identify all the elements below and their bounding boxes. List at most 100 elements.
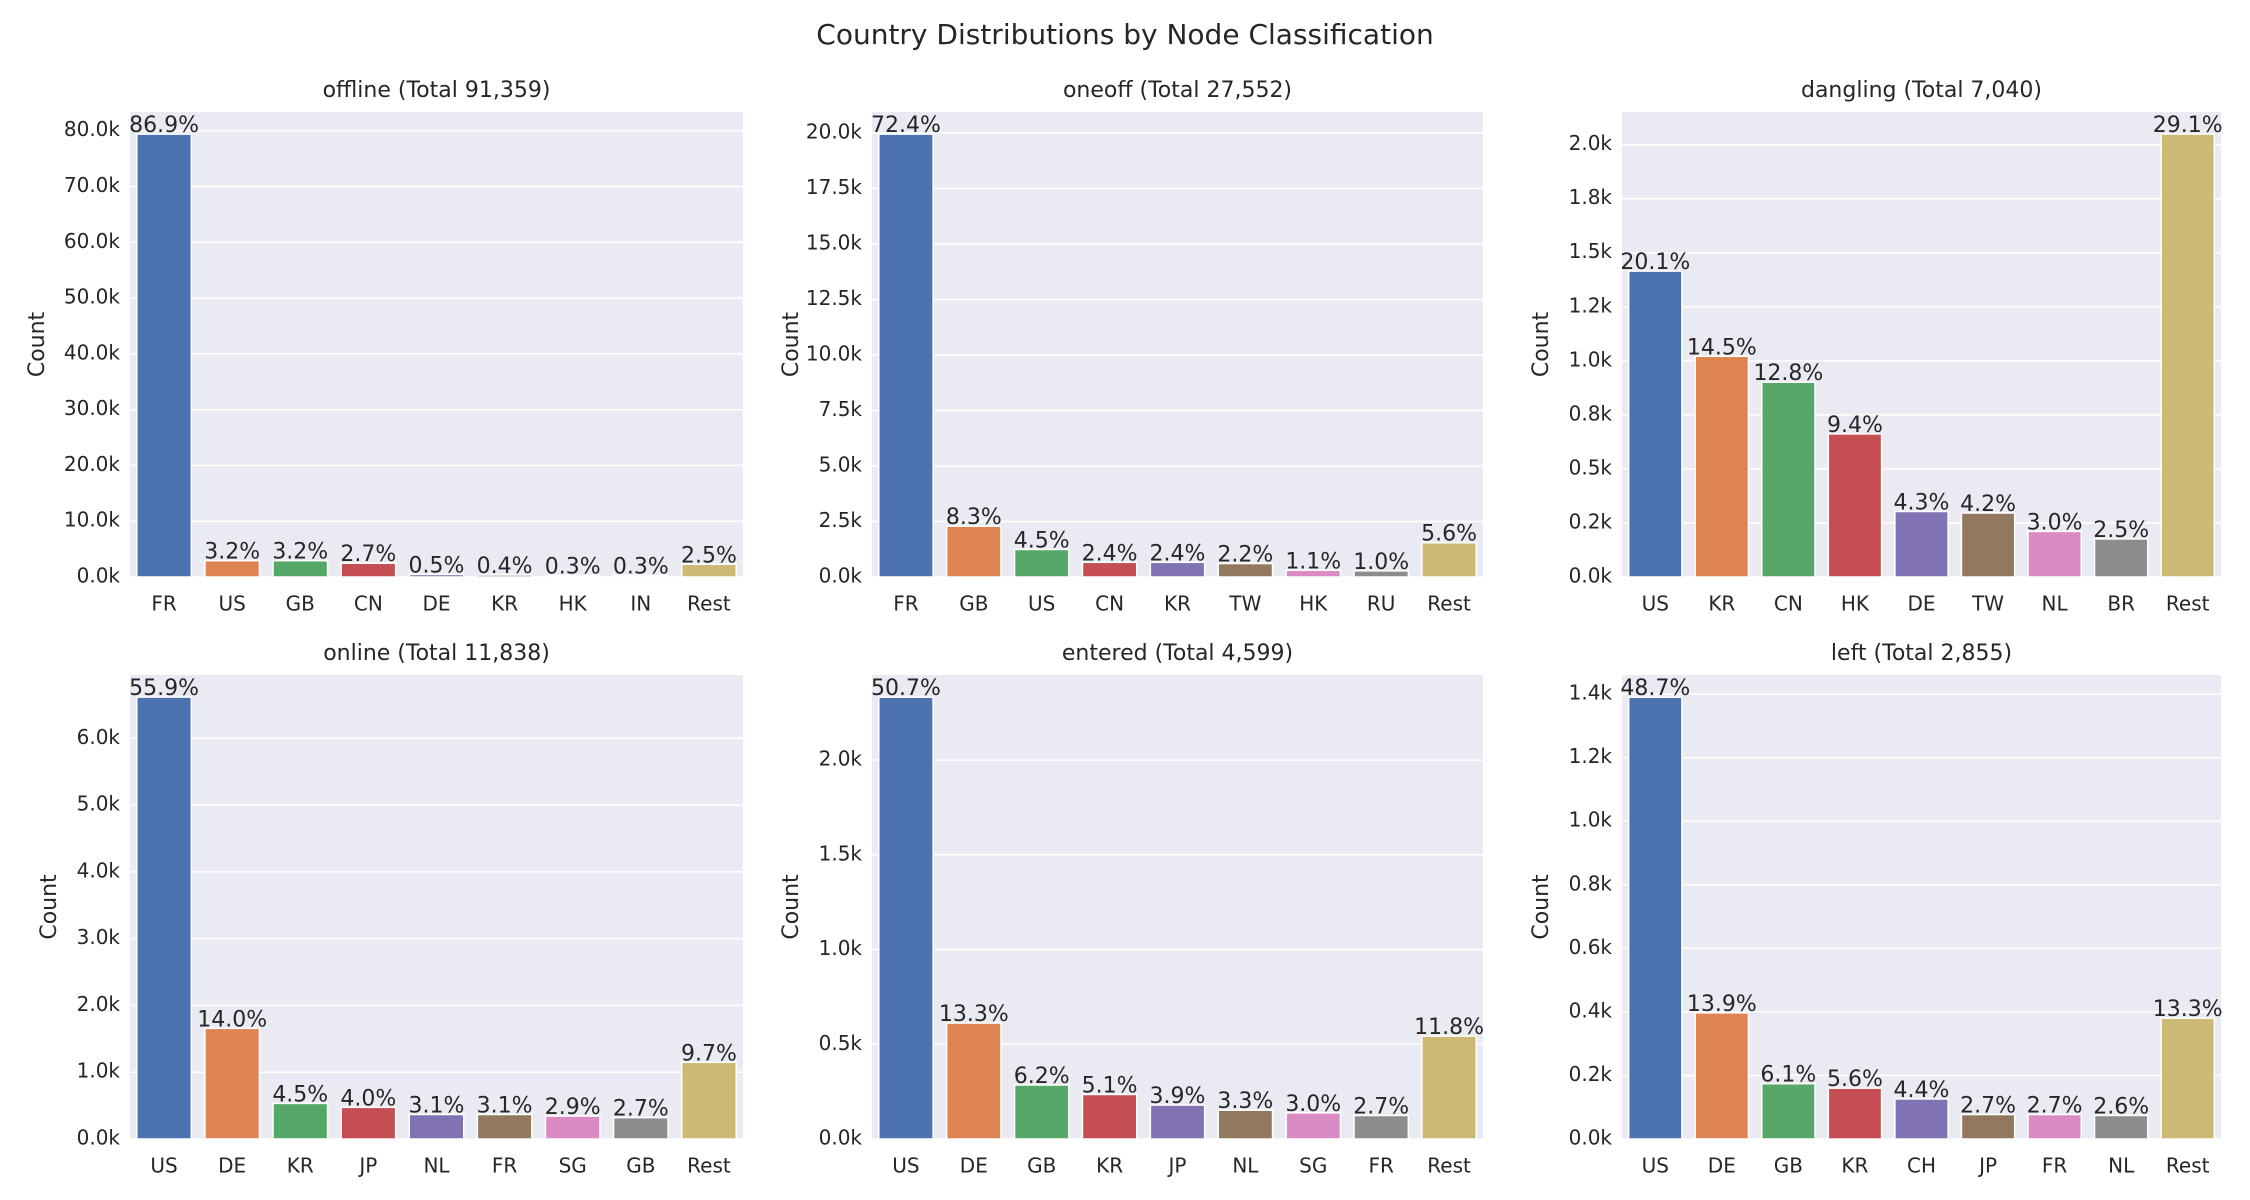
bar <box>1627 270 1683 578</box>
y-tick-label: 17.5k <box>806 175 863 199</box>
y-tick-label: 4.0k <box>77 858 121 882</box>
y-tick-label: 80.0k <box>64 117 121 141</box>
y-tick-label: 7.5k <box>819 397 863 421</box>
y-tick-label: 1.2k <box>1569 744 1613 768</box>
x-tick-label: CN <box>1774 592 1803 616</box>
bar-label: 1.0% <box>1353 550 1409 575</box>
bar <box>1894 1098 1949 1140</box>
bar <box>340 562 397 578</box>
bar <box>2160 1017 2216 1140</box>
bar-label: 2.5% <box>681 543 737 568</box>
x-tick-label: TW <box>1971 592 2004 616</box>
bar-label: 2.9% <box>545 1095 601 1120</box>
y-tick-label: 1.5k <box>819 841 863 865</box>
y-tick-label: 1.0k <box>819 936 863 960</box>
bar <box>1013 1084 1070 1140</box>
bar <box>544 1115 601 1140</box>
subplot-title: online (Total 11,838) <box>323 641 550 666</box>
bar <box>136 133 193 578</box>
bar-label: 3.1% <box>477 1093 533 1118</box>
bar-label: 11.8% <box>1414 1015 1484 1040</box>
x-tick-label: NL <box>2108 1154 2135 1178</box>
bar-label: 86.9% <box>129 113 199 138</box>
y-tick-label: 60.0k <box>64 229 121 253</box>
y-tick-label: 0.0k <box>819 564 863 588</box>
bar <box>1353 1114 1410 1140</box>
y-tick-label: 70.0k <box>64 173 121 197</box>
bar <box>1761 381 1816 578</box>
bar-label: 0.3% <box>613 554 669 579</box>
subplot-title: dangling (Total 7,040) <box>1801 78 2042 103</box>
x-tick-label: DE <box>1907 592 1935 616</box>
x-tick-label: NL <box>423 1154 450 1178</box>
bar-label: 5.1% <box>1082 1073 1138 1098</box>
bar-label: 6.2% <box>1014 1064 1070 1089</box>
y-tick-label: 1.0k <box>77 1059 121 1083</box>
x-tick-label: US <box>1642 592 1669 616</box>
bar-label: 9.7% <box>681 1041 737 1066</box>
bar <box>945 1022 1002 1140</box>
x-tick-label: KR <box>1841 1154 1868 1178</box>
x-tick-label: US <box>150 1154 177 1178</box>
subplot-title: oneoff (Total 27,552) <box>1063 78 1292 103</box>
x-tick-label: KR <box>287 1154 314 1178</box>
bar-label: 2.6% <box>2093 1094 2149 1119</box>
x-tick-label: Rest <box>687 592 731 616</box>
y-axis-label: Count <box>779 311 804 377</box>
y-tick-label: 5.0k <box>819 452 863 476</box>
bar <box>2093 1114 2149 1140</box>
bar <box>1217 562 1274 578</box>
bar-label: 2.4% <box>1150 541 1206 566</box>
x-tick-label: US <box>1028 592 1055 616</box>
bar-label: 0.4% <box>477 554 533 579</box>
x-tick-label: Rest <box>1427 1154 1471 1178</box>
bar <box>1627 696 1683 1140</box>
y-axis-label: Count <box>37 874 62 940</box>
y-tick-label: 2.0k <box>819 747 863 771</box>
bar <box>1081 561 1138 578</box>
bar <box>945 525 1002 578</box>
x-tick-label: KR <box>1708 592 1735 616</box>
x-tick-label: NL <box>1232 1154 1259 1178</box>
x-tick-label: SG <box>559 1154 587 1178</box>
subplot-title: offline (Total 91,359) <box>323 78 551 103</box>
x-tick-label: JP <box>357 1154 377 1178</box>
x-tick-label: Rest <box>2166 1154 2210 1178</box>
bar-label: 0.5% <box>409 553 465 578</box>
x-tick-label: CN <box>1095 592 1124 616</box>
y-tick-label: 30.0k <box>64 396 121 420</box>
x-tick-label: SG <box>1299 1154 1327 1178</box>
x-tick-label: FR <box>2042 1154 2068 1178</box>
bar-label: 50.7% <box>871 676 941 701</box>
bar <box>878 133 934 578</box>
y-tick-label: 20.0k <box>64 452 121 476</box>
x-tick-label: Rest <box>2166 592 2210 616</box>
bar-label: 9.4% <box>1827 413 1883 438</box>
bar-label: 1.1% <box>1285 549 1341 574</box>
y-tick-label: 15.0k <box>806 230 863 254</box>
bar-label: 2.4% <box>1082 541 1138 566</box>
x-tick-label: DE <box>1708 1154 1736 1178</box>
y-tick-label: 40.0k <box>64 340 121 364</box>
x-tick-label: DE <box>960 1154 988 1178</box>
x-tick-label: Rest <box>687 1154 731 1178</box>
bar-label: 13.9% <box>1687 992 1757 1017</box>
bar-label: 2.7% <box>1353 1095 1409 1120</box>
x-tick-label: GB <box>286 592 315 616</box>
y-tick-label: 0.8k <box>1569 401 1613 425</box>
x-tick-label: HK <box>1299 592 1328 616</box>
bar <box>272 559 329 578</box>
figure-title: Country Distributions by Node Classifica… <box>816 18 1433 51</box>
bar-label: 3.3% <box>1217 1089 1273 1114</box>
bar <box>612 1116 669 1140</box>
x-tick-label: FR <box>893 592 919 616</box>
bar-label: 3.1% <box>409 1093 465 1118</box>
bar <box>680 563 737 578</box>
x-tick-label: DE <box>218 1154 246 1178</box>
bar-label: 48.7% <box>1620 676 1690 701</box>
plot-area <box>130 112 743 577</box>
bar <box>1285 569 1342 578</box>
y-tick-label: 2.0k <box>77 992 121 1016</box>
bar <box>1013 548 1070 578</box>
bar-label: 0.3% <box>545 554 601 579</box>
